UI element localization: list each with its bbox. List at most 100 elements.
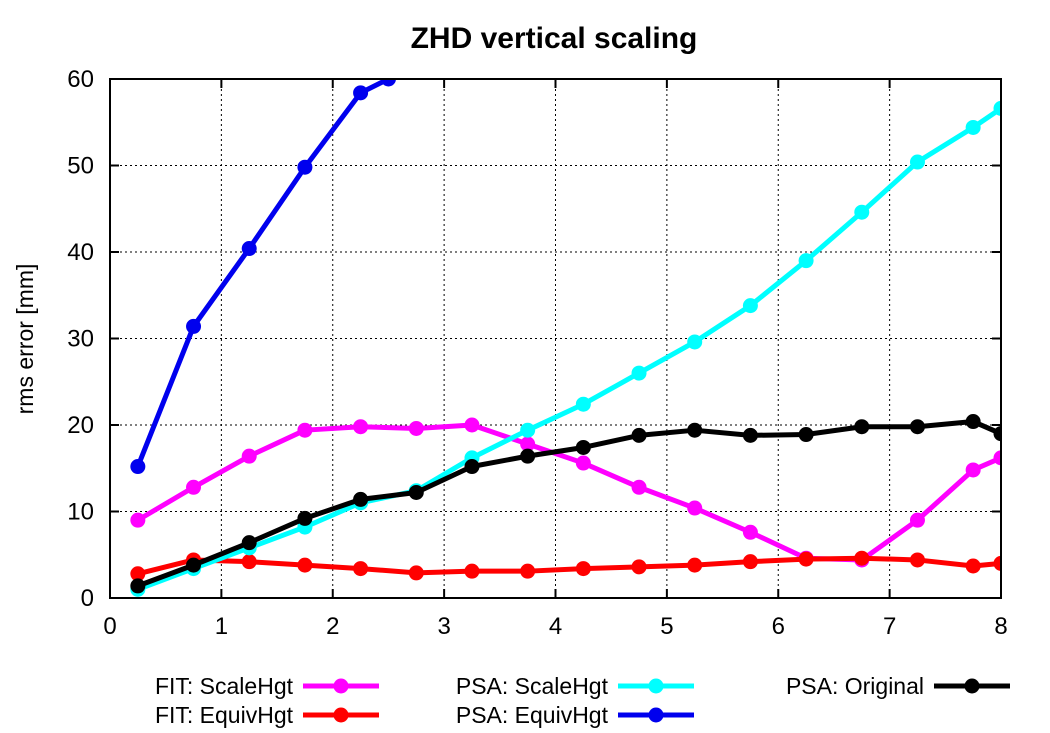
data-point	[380, 79, 396, 87]
data-point	[297, 510, 313, 526]
x-tick-label: 2	[326, 613, 339, 640]
data-point	[798, 253, 814, 269]
data-point	[631, 479, 647, 495]
chart-title: ZHD vertical scaling	[411, 22, 698, 55]
x-tick-label: 4	[549, 613, 562, 640]
data-point	[186, 557, 202, 573]
data-point	[575, 439, 591, 455]
legend-swatch-marker	[648, 707, 664, 723]
data-point	[993, 426, 1001, 442]
data-point	[297, 557, 313, 573]
legend-swatch-marker	[648, 678, 664, 694]
data-point	[186, 479, 202, 495]
data-point	[408, 420, 424, 436]
data-point	[993, 450, 1001, 466]
x-tick-label: 8	[994, 613, 1007, 640]
data-point	[965, 558, 981, 574]
legend-swatch-marker	[333, 678, 349, 694]
data-point	[687, 557, 703, 573]
data-point	[130, 566, 146, 582]
data-point	[631, 365, 647, 381]
data-point	[130, 459, 146, 475]
data-point	[993, 555, 1001, 571]
legend-label: FIT: EquivHgt	[155, 702, 294, 728]
series-fit-equivhgt	[130, 550, 1001, 582]
data-point	[854, 419, 870, 435]
data-point	[965, 462, 981, 478]
series-psa-equivhgt	[130, 79, 396, 475]
data-point	[241, 448, 257, 464]
data-point	[854, 550, 870, 566]
series-line	[137, 555, 1001, 577]
y-tick-label: 0	[81, 585, 94, 612]
data-point	[631, 427, 647, 443]
plot-frame	[109, 78, 1002, 599]
data-point	[186, 318, 202, 334]
y-tick-label: 40	[67, 239, 94, 266]
legend-label: PSA: Original	[786, 673, 924, 699]
data-point	[408, 565, 424, 581]
data-point	[520, 448, 536, 464]
data-point	[353, 85, 369, 101]
data-point	[854, 204, 870, 220]
data-point	[965, 414, 981, 430]
data-point	[353, 491, 369, 507]
data-point	[742, 524, 758, 540]
legend-label: FIT: ScaleHgt	[155, 673, 294, 699]
y-tick-label: 30	[67, 326, 94, 353]
series-group	[130, 79, 1001, 597]
data-point	[520, 422, 536, 438]
data-point	[909, 512, 925, 528]
data-point	[353, 419, 369, 435]
data-point	[575, 561, 591, 577]
data-point	[687, 334, 703, 350]
data-point	[575, 455, 591, 471]
data-point	[909, 552, 925, 568]
data-point	[798, 427, 814, 443]
grid	[110, 79, 1001, 598]
legend-entry: PSA: ScaleHgt	[456, 673, 694, 699]
data-point	[241, 241, 257, 257]
x-tick-label: 5	[660, 613, 673, 640]
data-point	[520, 563, 536, 579]
data-point	[408, 484, 424, 500]
data-point	[353, 561, 369, 577]
series-line	[135, 79, 390, 468]
data-point	[742, 298, 758, 314]
legend: FIT: ScaleHgt FIT: EquivHgt PSA: ScaleHgt P…	[155, 673, 1010, 728]
data-point	[130, 512, 146, 528]
data-point	[742, 427, 758, 443]
legend-entry: FIT: EquivHgt	[155, 702, 379, 728]
data-point	[909, 154, 925, 170]
legend-swatch-marker	[964, 678, 980, 694]
data-point	[575, 396, 591, 412]
series-line	[136, 106, 1001, 592]
legend-entry: FIT: ScaleHgt	[155, 673, 379, 699]
y-tick-label: 60	[67, 66, 94, 93]
data-point	[520, 436, 536, 452]
data-point	[297, 422, 313, 438]
y-tick-label: 50	[67, 153, 94, 180]
legend-swatch-marker	[333, 707, 349, 723]
legend-label: PSA: EquivHgt	[456, 702, 609, 728]
series-psa-original	[130, 414, 1001, 594]
y-tick-label: 10	[67, 499, 94, 526]
x-tick-label: 1	[215, 613, 228, 640]
x-tick-label: 0	[103, 613, 116, 640]
x-tick-label: 3	[437, 613, 450, 640]
legend-label: PSA: ScaleHgt	[456, 673, 609, 699]
x-tick-label: 6	[772, 613, 785, 640]
legend-entry: PSA: EquivHgt	[456, 702, 694, 728]
data-point	[965, 119, 981, 135]
x-axis-ticks: 0 1 2 3 4 5 6 7 8	[103, 79, 1008, 640]
y-tick-label: 20	[67, 412, 94, 439]
data-point	[464, 417, 480, 433]
y-axis-label: rms error [mm]	[12, 264, 38, 415]
data-point	[798, 551, 814, 567]
legend-entry: PSA: Original	[786, 673, 1010, 699]
data-point	[742, 554, 758, 570]
data-point	[297, 159, 313, 175]
data-point	[909, 419, 925, 435]
x-tick-label: 7	[883, 613, 896, 640]
